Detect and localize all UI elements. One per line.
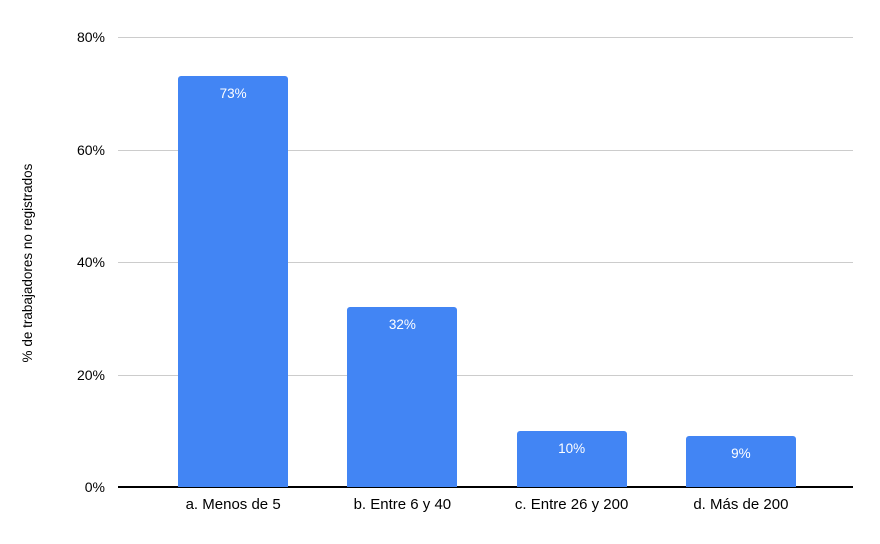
y-gridline (118, 149, 853, 151)
y-gridline (118, 37, 853, 38)
y-tick-label: 60% (76, 141, 105, 158)
y-gridline (118, 374, 853, 376)
x-category-label: b. Entre 6 y 40 (353, 496, 452, 513)
bar: 73% (178, 76, 289, 487)
x-category-label: d. Más de 200 (693, 496, 789, 513)
bar-value-label: 73% (219, 86, 247, 102)
y-axis-title: % de trabajadores no registrados (20, 163, 35, 363)
bar: 9% (685, 436, 796, 487)
bar-value-label: 10% (558, 440, 586, 456)
y-tick-label: 80% (76, 29, 105, 45)
x-category-label: c. Entre 26 y 200 (514, 496, 629, 513)
bar-value-label: 9% (731, 446, 751, 462)
y-tick-label: 20% (76, 366, 105, 383)
y-tick-label: 40% (76, 254, 105, 270)
bar: 32% (347, 307, 458, 487)
x-axis-baseline (118, 486, 853, 488)
bar-value-label: 32% (388, 317, 416, 332)
y-gridline (118, 262, 853, 263)
y-tick-label: 0% (84, 479, 105, 495)
bar: 10% (516, 430, 627, 487)
x-category-label: a. Menos de 5 (185, 496, 281, 513)
